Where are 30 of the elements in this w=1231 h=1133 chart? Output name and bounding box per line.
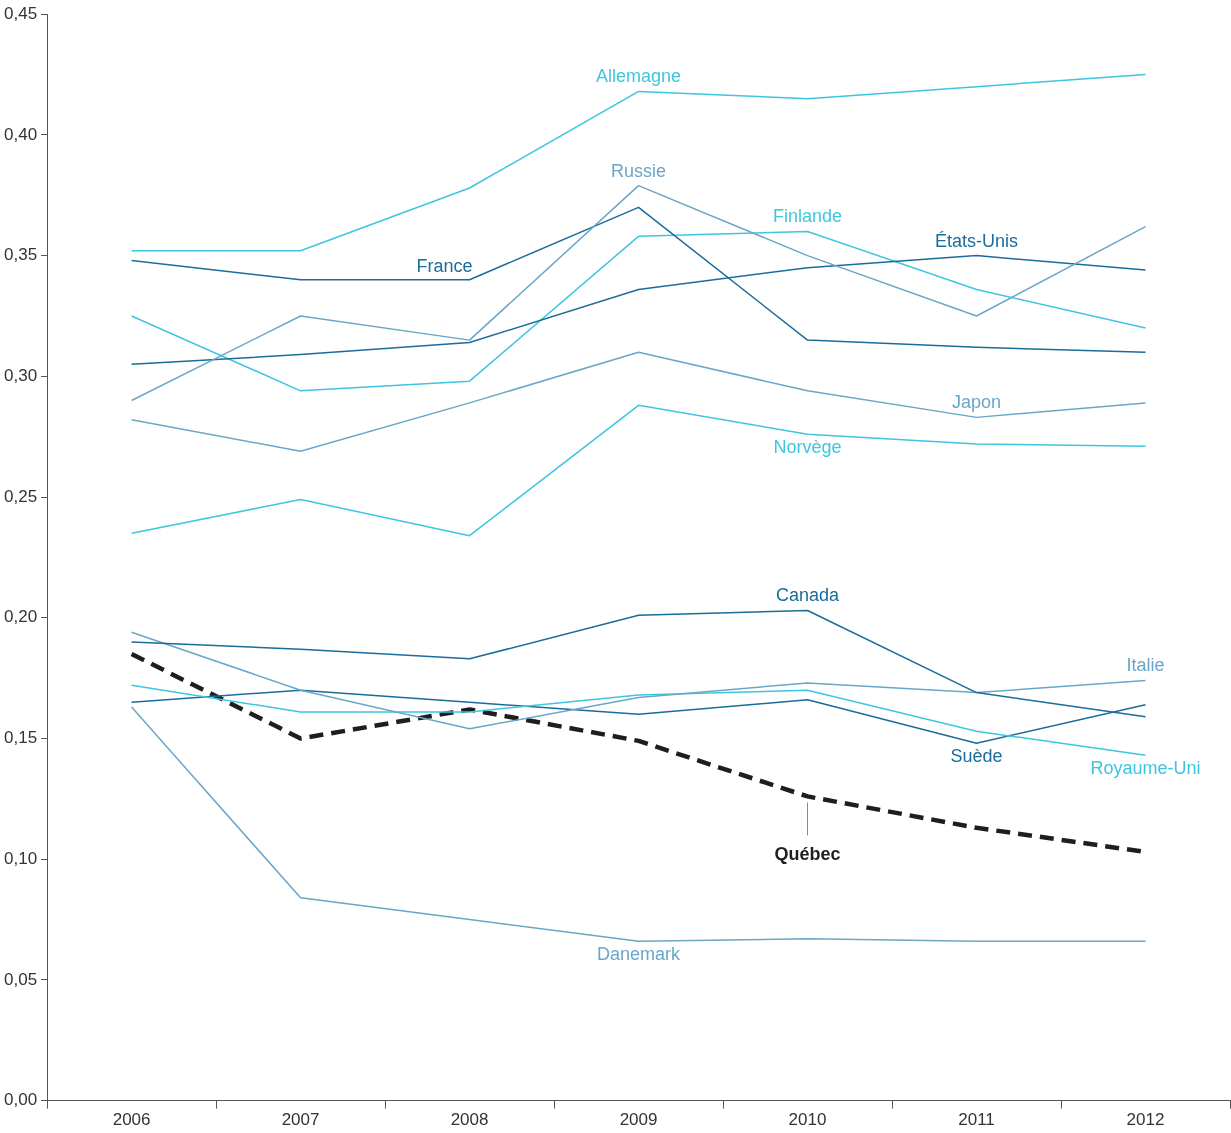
x-tick-label: 2007: [281, 1110, 320, 1130]
series-label: Canada: [776, 585, 841, 606]
y-tick-label: 0,40: [3, 124, 38, 144]
y-tick-label: 0,35: [3, 245, 38, 265]
y-tick-label: 0,25: [3, 486, 38, 506]
series-label: Suède: [950, 746, 1003, 767]
y-tick-label: 0,05: [3, 969, 38, 989]
series-label: Norvège: [773, 437, 842, 458]
series-label: États-Unis: [935, 230, 1019, 251]
series-label: Italie: [1126, 655, 1165, 676]
y-tick-label: 0,30: [3, 366, 38, 386]
series-label: Royaume-Uni: [1090, 758, 1201, 779]
series-label: Japon: [952, 392, 1002, 413]
x-tick-label: 2009: [619, 1110, 658, 1130]
x-tick-label: 2012: [1126, 1110, 1165, 1130]
text: Québec: [774, 844, 841, 865]
y-tick-label: 0,45: [3, 3, 38, 23]
y-tick-label: 0,10: [3, 848, 38, 868]
x-tick-label: 2011: [958, 1110, 995, 1130]
x-tick-label: 2006: [112, 1110, 151, 1130]
y-tick-label: 0,20: [3, 607, 38, 627]
series-label: France: [416, 255, 473, 276]
x-tick-label: 2010: [788, 1110, 827, 1130]
series-label: Finlande: [773, 206, 843, 227]
series-label: Russie: [611, 160, 667, 181]
y-tick-label: 0,00: [3, 1090, 38, 1110]
series-label: Allemagne: [596, 66, 682, 87]
y-tick-label: 0,15: [3, 728, 38, 748]
x-tick-label: 2008: [450, 1110, 489, 1130]
series-label: Danemark: [597, 944, 682, 965]
